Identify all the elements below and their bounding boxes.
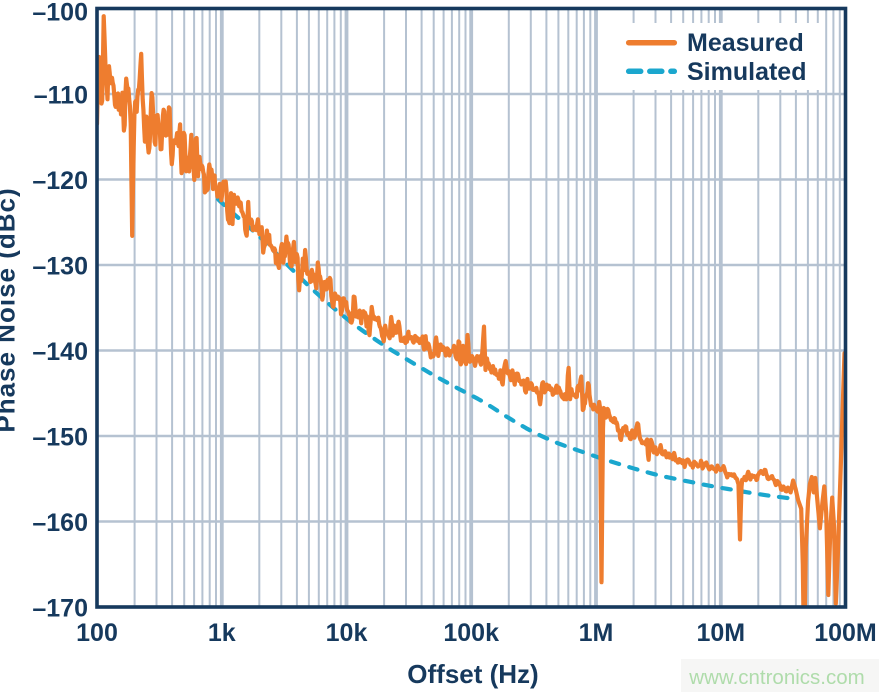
svg-text:–100: –100 — [32, 0, 88, 26]
svg-text:1M: 1M — [579, 619, 614, 647]
svg-text:–170: –170 — [32, 595, 88, 623]
svg-text:–120: –120 — [32, 167, 88, 195]
svg-text:100M: 100M — [814, 619, 877, 647]
svg-text:www.cntronics.com: www.cntronics.com — [688, 666, 864, 689]
svg-text:Measured: Measured — [687, 29, 804, 57]
svg-text:–130: –130 — [32, 253, 88, 281]
svg-text:–140: –140 — [32, 338, 88, 366]
svg-text:10M: 10M — [696, 619, 745, 647]
svg-text:100: 100 — [76, 619, 118, 647]
svg-text:Phase Noise (dBc): Phase Noise (dBc) — [0, 187, 21, 432]
svg-text:–160: –160 — [32, 509, 88, 537]
svg-text:–150: –150 — [32, 424, 88, 452]
svg-text:10k: 10k — [326, 619, 368, 647]
svg-text:–110: –110 — [34, 82, 88, 110]
svg-text:100k: 100k — [443, 619, 499, 647]
svg-text:Offset (Hz): Offset (Hz) — [407, 659, 538, 689]
svg-text:Simulated: Simulated — [687, 58, 806, 86]
svg-text:1k: 1k — [208, 619, 236, 647]
